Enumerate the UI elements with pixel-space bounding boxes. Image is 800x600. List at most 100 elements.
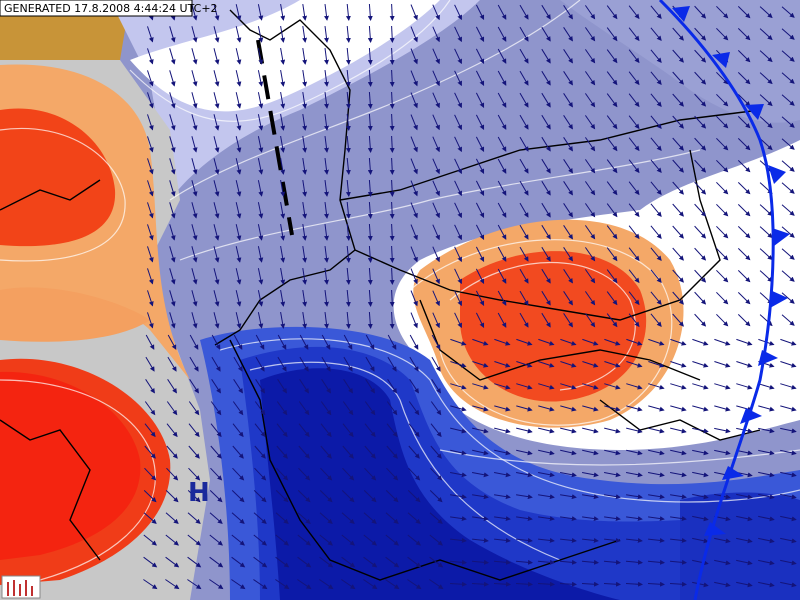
wind-arrow [736,405,753,412]
wind-arrow [191,48,198,65]
wind-arrow [299,334,309,350]
wind-arrow [389,135,395,153]
wind-arrow [758,493,775,500]
wind-arrow [408,445,420,459]
wind-arrow [253,579,268,590]
wind-arrow [166,401,178,416]
wind-arrow [672,159,684,173]
wind-arrow [519,224,529,240]
wind-arrow [584,181,596,196]
wind-arrow [780,449,797,456]
wind-arrow [387,334,397,350]
wind-arrow [670,427,687,434]
wind-arrow [235,268,242,285]
wind-arrow [626,449,643,456]
wind-arrow [497,158,507,174]
wind-arrow [628,5,640,20]
wind-arrow [582,537,599,543]
wind-arrow [454,136,462,153]
wind-arrow [494,383,511,390]
wind-arrow [166,467,179,481]
wind-arrow [430,445,442,459]
wind-arrow [367,201,373,219]
wind-arrow [410,180,418,197]
wind-arrow [213,224,220,241]
wind-arrow [454,48,462,65]
wind-arrow [759,28,773,41]
wind-arrow [648,516,665,522]
wind-arrow [145,334,155,350]
wind-arrow [169,268,176,285]
wind-arrow [450,472,467,478]
wind-arrow [191,158,198,175]
wind-arrow [189,379,199,394]
wind-arrow [650,137,662,151]
wind-arrow [408,423,420,438]
wind-arrow [410,48,418,65]
wind-arrow [389,201,395,219]
wind-arrow [494,472,511,478]
wind-arrow [450,338,467,346]
wind-arrow [254,467,267,481]
wind-arrow [367,245,373,263]
wind-arrow [167,334,177,350]
wind-arrow [454,224,462,241]
wind-arrow [516,361,533,368]
wind-arrow [692,493,709,500]
wind-arrow [389,267,395,285]
wind-arrow [780,471,797,478]
wind-arrow [494,405,511,412]
wind-arrow [298,423,310,438]
wind-arrow [231,534,245,546]
wind-arrow [454,158,462,175]
wind-arrow [497,92,507,108]
wind-arrow [758,405,775,412]
wind-arrow [254,445,266,459]
wind-arrow [430,401,442,416]
wind-arrow [736,559,753,566]
wind-arrow [497,48,507,64]
wind-arrow [648,537,665,543]
wind-arrow [257,246,264,263]
wind-arrow [475,202,485,218]
wind-arrow [672,93,684,107]
wind-arrow [780,537,797,544]
wind-arrow [363,579,378,590]
wind-arrow [277,334,287,350]
wind-arrow [692,338,709,346]
wind-arrow [515,559,533,565]
wind-arrow [367,135,373,153]
wind-arrow [147,202,154,219]
wind-arrow [650,247,662,261]
wind-arrow [516,494,533,500]
wind-arrow [389,3,395,21]
wind-arrow [454,246,462,263]
wind-arrow [319,534,333,546]
wind-arrow [275,490,289,503]
wind-arrow [345,113,351,131]
wind-arrow [538,472,555,478]
wind-arrow [672,181,684,195]
pressure-center: H [188,478,210,508]
wind-arrow [191,26,198,43]
wind-arrow [497,26,507,42]
wind-arrow [297,534,311,546]
wind-arrow [345,135,351,153]
wind-arrow [672,203,684,217]
wind-arrow [541,246,551,262]
wind-arrow [367,113,373,131]
wind-arrow [363,512,377,524]
wind-arrow [324,202,329,219]
wind-arrow [345,91,351,109]
wind-arrow [560,338,577,346]
wind-arrow [143,579,158,590]
wind-arrow [275,579,290,590]
wind-arrow [471,581,489,587]
wind-arrow [736,537,753,544]
wind-arrow [716,269,729,283]
wind-arrow [538,361,555,368]
wind-arrow [145,379,155,394]
wind-arrow [519,136,529,152]
wind-arrow [650,269,662,283]
wind-arrow [321,356,331,372]
